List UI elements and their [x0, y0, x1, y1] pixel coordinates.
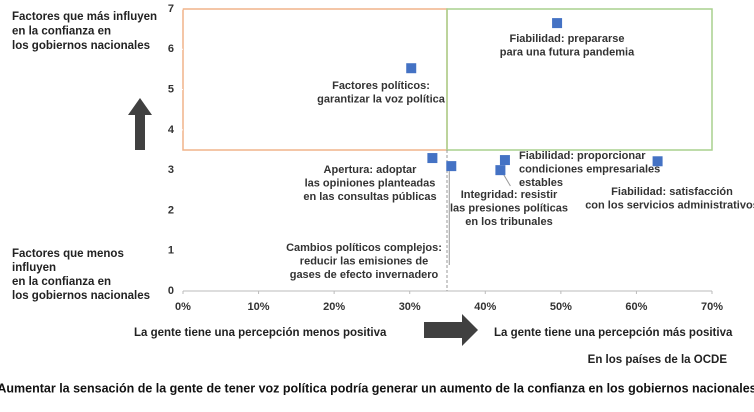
- point-label: con los servicios administrativos: [585, 199, 754, 211]
- up-arrow: [128, 98, 152, 150]
- point-label: Apertura: adoptar: [324, 164, 418, 176]
- point-label: las opiniones planteadas: [305, 177, 436, 189]
- x-tick-label: 30%: [399, 301, 421, 313]
- point-label: Fiabilidad: proporcionar: [519, 150, 646, 162]
- point-label: Fiabilidad: satisfacción: [611, 186, 733, 198]
- y-tick-label: 2: [168, 204, 174, 216]
- point: [499, 155, 510, 166]
- y-bottom-note: los gobiernos nacionales: [12, 290, 150, 302]
- y-tick-label: 4: [168, 124, 175, 136]
- x-tick-label: 70%: [701, 301, 723, 313]
- x-tick-label: 50%: [550, 301, 572, 313]
- source-note: En los países de la OCDE: [588, 354, 728, 366]
- point: [446, 161, 457, 172]
- y-tick-label: 7: [168, 3, 174, 15]
- point: [427, 153, 438, 164]
- connector: [502, 173, 511, 187]
- y-top-note: en la confianza en: [12, 26, 111, 38]
- point-label: Factores políticos:: [332, 80, 430, 92]
- y-bottom-note: Factores que menos: [12, 248, 124, 260]
- point-label: en las consultas públicas: [303, 191, 436, 203]
- point-label: en los tribunales: [465, 216, 552, 228]
- point-label: Integridad: resistir: [461, 189, 558, 201]
- point-label: garantizar la voz política: [317, 93, 446, 105]
- x-tick-label: 40%: [474, 301, 496, 313]
- y-tick-label: 3: [168, 164, 174, 176]
- x-tick-label: 20%: [323, 301, 345, 313]
- point-label: reducir las emisiones de: [300, 255, 428, 267]
- caption: Aumentar la sensación de la gente de ten…: [0, 381, 754, 395]
- point-label: estables: [519, 177, 563, 189]
- point-label: gases de efecto invernadero: [290, 269, 439, 281]
- point: [652, 156, 663, 167]
- y-bottom-note: influyen: [12, 262, 56, 274]
- high-quadrant-box: [446, 8, 713, 151]
- point-label: las presiones políticas: [450, 202, 568, 214]
- point-label: Cambios políticos complejos:: [286, 242, 442, 254]
- point: [552, 18, 563, 29]
- x-right-note: La gente tiene una percepción más positi…: [494, 327, 733, 339]
- right-arrow: [424, 314, 478, 346]
- point: [406, 63, 417, 74]
- y-tick-label: 6: [168, 43, 174, 55]
- y-tick-label: 5: [168, 83, 174, 95]
- x-tick-label: 10%: [248, 301, 270, 313]
- x-tick-label: 60%: [625, 301, 647, 313]
- point: [495, 165, 506, 176]
- y-bottom-note: en la confianza en: [12, 276, 111, 288]
- y-top-note: los gobiernos nacionales: [12, 40, 150, 52]
- point-label: Fiabilidad: prepararse: [510, 33, 625, 45]
- point-label: condiciones empresariales: [519, 163, 660, 175]
- point-label: para una futura pandemia: [500, 46, 635, 58]
- x-tick-label: 0%: [175, 301, 191, 313]
- x-left-note: La gente tiene una percepción menos posi…: [134, 327, 387, 339]
- y-tick-label: 0: [168, 285, 174, 297]
- y-top-note: Factores que más influyen: [12, 11, 157, 23]
- y-tick-label: 1: [168, 245, 174, 257]
